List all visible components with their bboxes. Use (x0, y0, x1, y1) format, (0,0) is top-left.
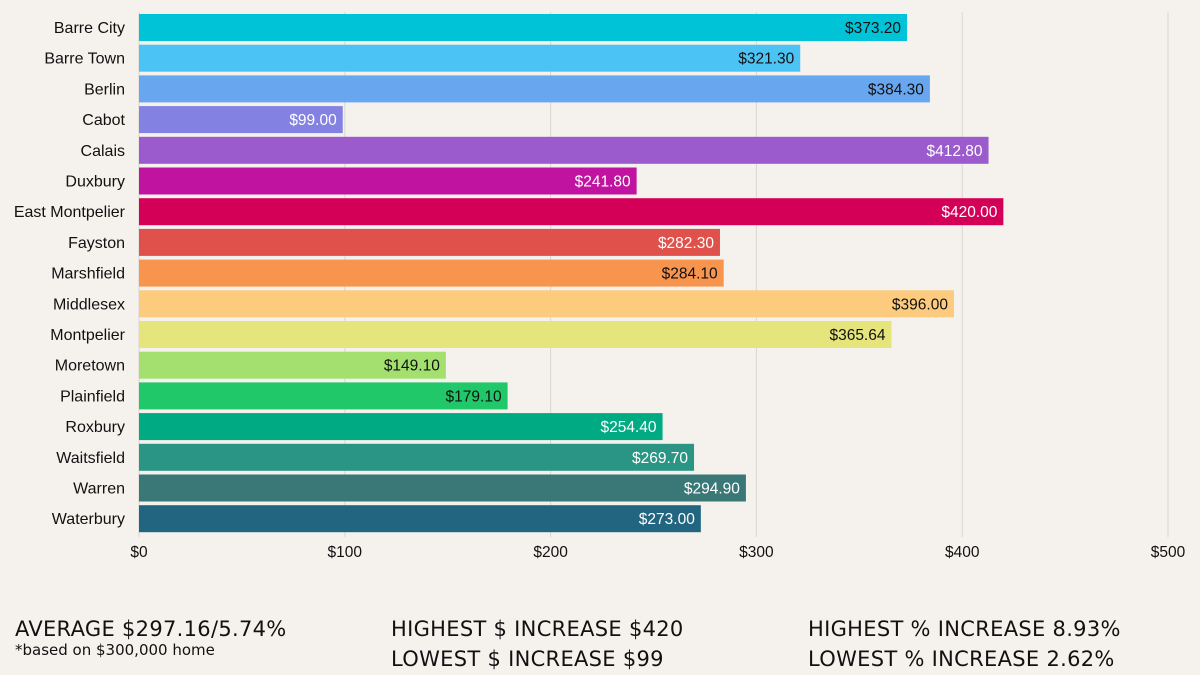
bar-chart: $373.20 $321.30 $384.30 $99.00 $412.80 $241.8… (14, 12, 1186, 561)
bar-value-label: $384.30 (868, 81, 924, 98)
bar-value-label: $269.70 (632, 450, 688, 467)
bar (139, 382, 508, 410)
bar-value-label: $99.00 (289, 112, 337, 129)
bars: $373.20 $321.30 $384.30 $99.00 $412.80 $241.8… (139, 14, 1004, 533)
bar-value-label: $254.40 (601, 419, 657, 436)
bar (139, 351, 446, 379)
bar (139, 106, 343, 134)
category-label: Marshfield (51, 266, 125, 283)
x-tick-label: $500 (1151, 544, 1186, 561)
x-tick-label: $200 (533, 544, 568, 561)
x-tick-label: $0 (130, 544, 148, 561)
category-label: Berlin (84, 81, 125, 98)
bar-value-label: $365.64 (829, 327, 885, 344)
category-label: Cabot (82, 112, 125, 129)
bar (139, 44, 801, 72)
highest-dollar-increase: HIGHEST $ INCREASE $420 (391, 617, 684, 641)
bar (139, 136, 989, 164)
bar (139, 290, 954, 318)
average-stat-block: AVERAGE $297.16/5.74% *based on $300,000… (15, 614, 287, 660)
category-label: East Montpelier (14, 204, 126, 221)
bar (139, 259, 724, 287)
category-label: Barre Town (44, 51, 125, 68)
average-note: *based on $300,000 home (15, 641, 215, 659)
x-tick-label: $300 (739, 544, 774, 561)
highest-percent-increase: HIGHEST % INCREASE 8.93% (808, 617, 1121, 641)
bar (139, 474, 746, 502)
bar-value-label: $412.80 (927, 143, 983, 160)
average-stat: AVERAGE $297.16/5.74% (15, 617, 287, 641)
category-labels: Barre City Barre Town Berlin Cabot Calais Dux… (14, 20, 126, 528)
bar-value-label: $321.30 (738, 51, 794, 68)
lowest-percent-increase: LOWEST % INCREASE 2.62% (808, 647, 1115, 671)
bar-value-label: $294.90 (684, 481, 740, 498)
category-label: Plainfield (60, 388, 125, 405)
percent-increase-block: HIGHEST % INCREASE 8.93% LOWEST % INCREA… (808, 614, 1121, 674)
bar-value-label: $396.00 (892, 296, 948, 313)
bar (139, 14, 908, 41)
category-label: Waitsfield (56, 450, 125, 467)
bar-value-label: $273.00 (639, 511, 695, 528)
bar (139, 228, 720, 256)
category-label: Fayston (68, 235, 125, 252)
category-label: Waterbury (52, 511, 125, 528)
bar-value-label: $284.10 (662, 266, 718, 283)
lowest-dollar-increase: LOWEST $ INCREASE $99 (391, 647, 664, 671)
bar (139, 75, 930, 103)
category-label: Barre City (54, 20, 125, 37)
bar-value-label: $241.80 (575, 174, 631, 191)
bar-value-label: $149.10 (384, 358, 440, 375)
dollar-increase-block: HIGHEST $ INCREASE $420 LOWEST $ INCREAS… (391, 614, 684, 674)
bar (139, 321, 892, 348)
category-label: Warren (73, 481, 125, 498)
bar-value-label: $179.10 (446, 388, 502, 405)
summary-stats: AVERAGE $297.16/5.74% *based on $300,000… (0, 614, 1200, 675)
category-label: Moretown (55, 358, 125, 375)
bar (139, 167, 637, 195)
bar (139, 198, 1004, 226)
bar (139, 443, 695, 471)
bar (139, 505, 701, 533)
category-label: Montpelier (50, 327, 125, 344)
bar-value-label: $373.20 (845, 20, 901, 37)
category-label: Calais (81, 143, 125, 160)
category-label: Duxbury (65, 174, 125, 191)
x-tick-label: $400 (945, 544, 980, 561)
category-label: Middlesex (53, 296, 125, 313)
category-label: Roxbury (65, 419, 125, 436)
bar-value-label: $282.30 (658, 235, 714, 252)
bar (139, 413, 663, 441)
x-axis-tick-labels: $0 $100 $200 $300 $400 $500 (130, 544, 1185, 561)
x-tick-label: $100 (328, 544, 363, 561)
bar-value-label: $420.00 (941, 204, 997, 221)
